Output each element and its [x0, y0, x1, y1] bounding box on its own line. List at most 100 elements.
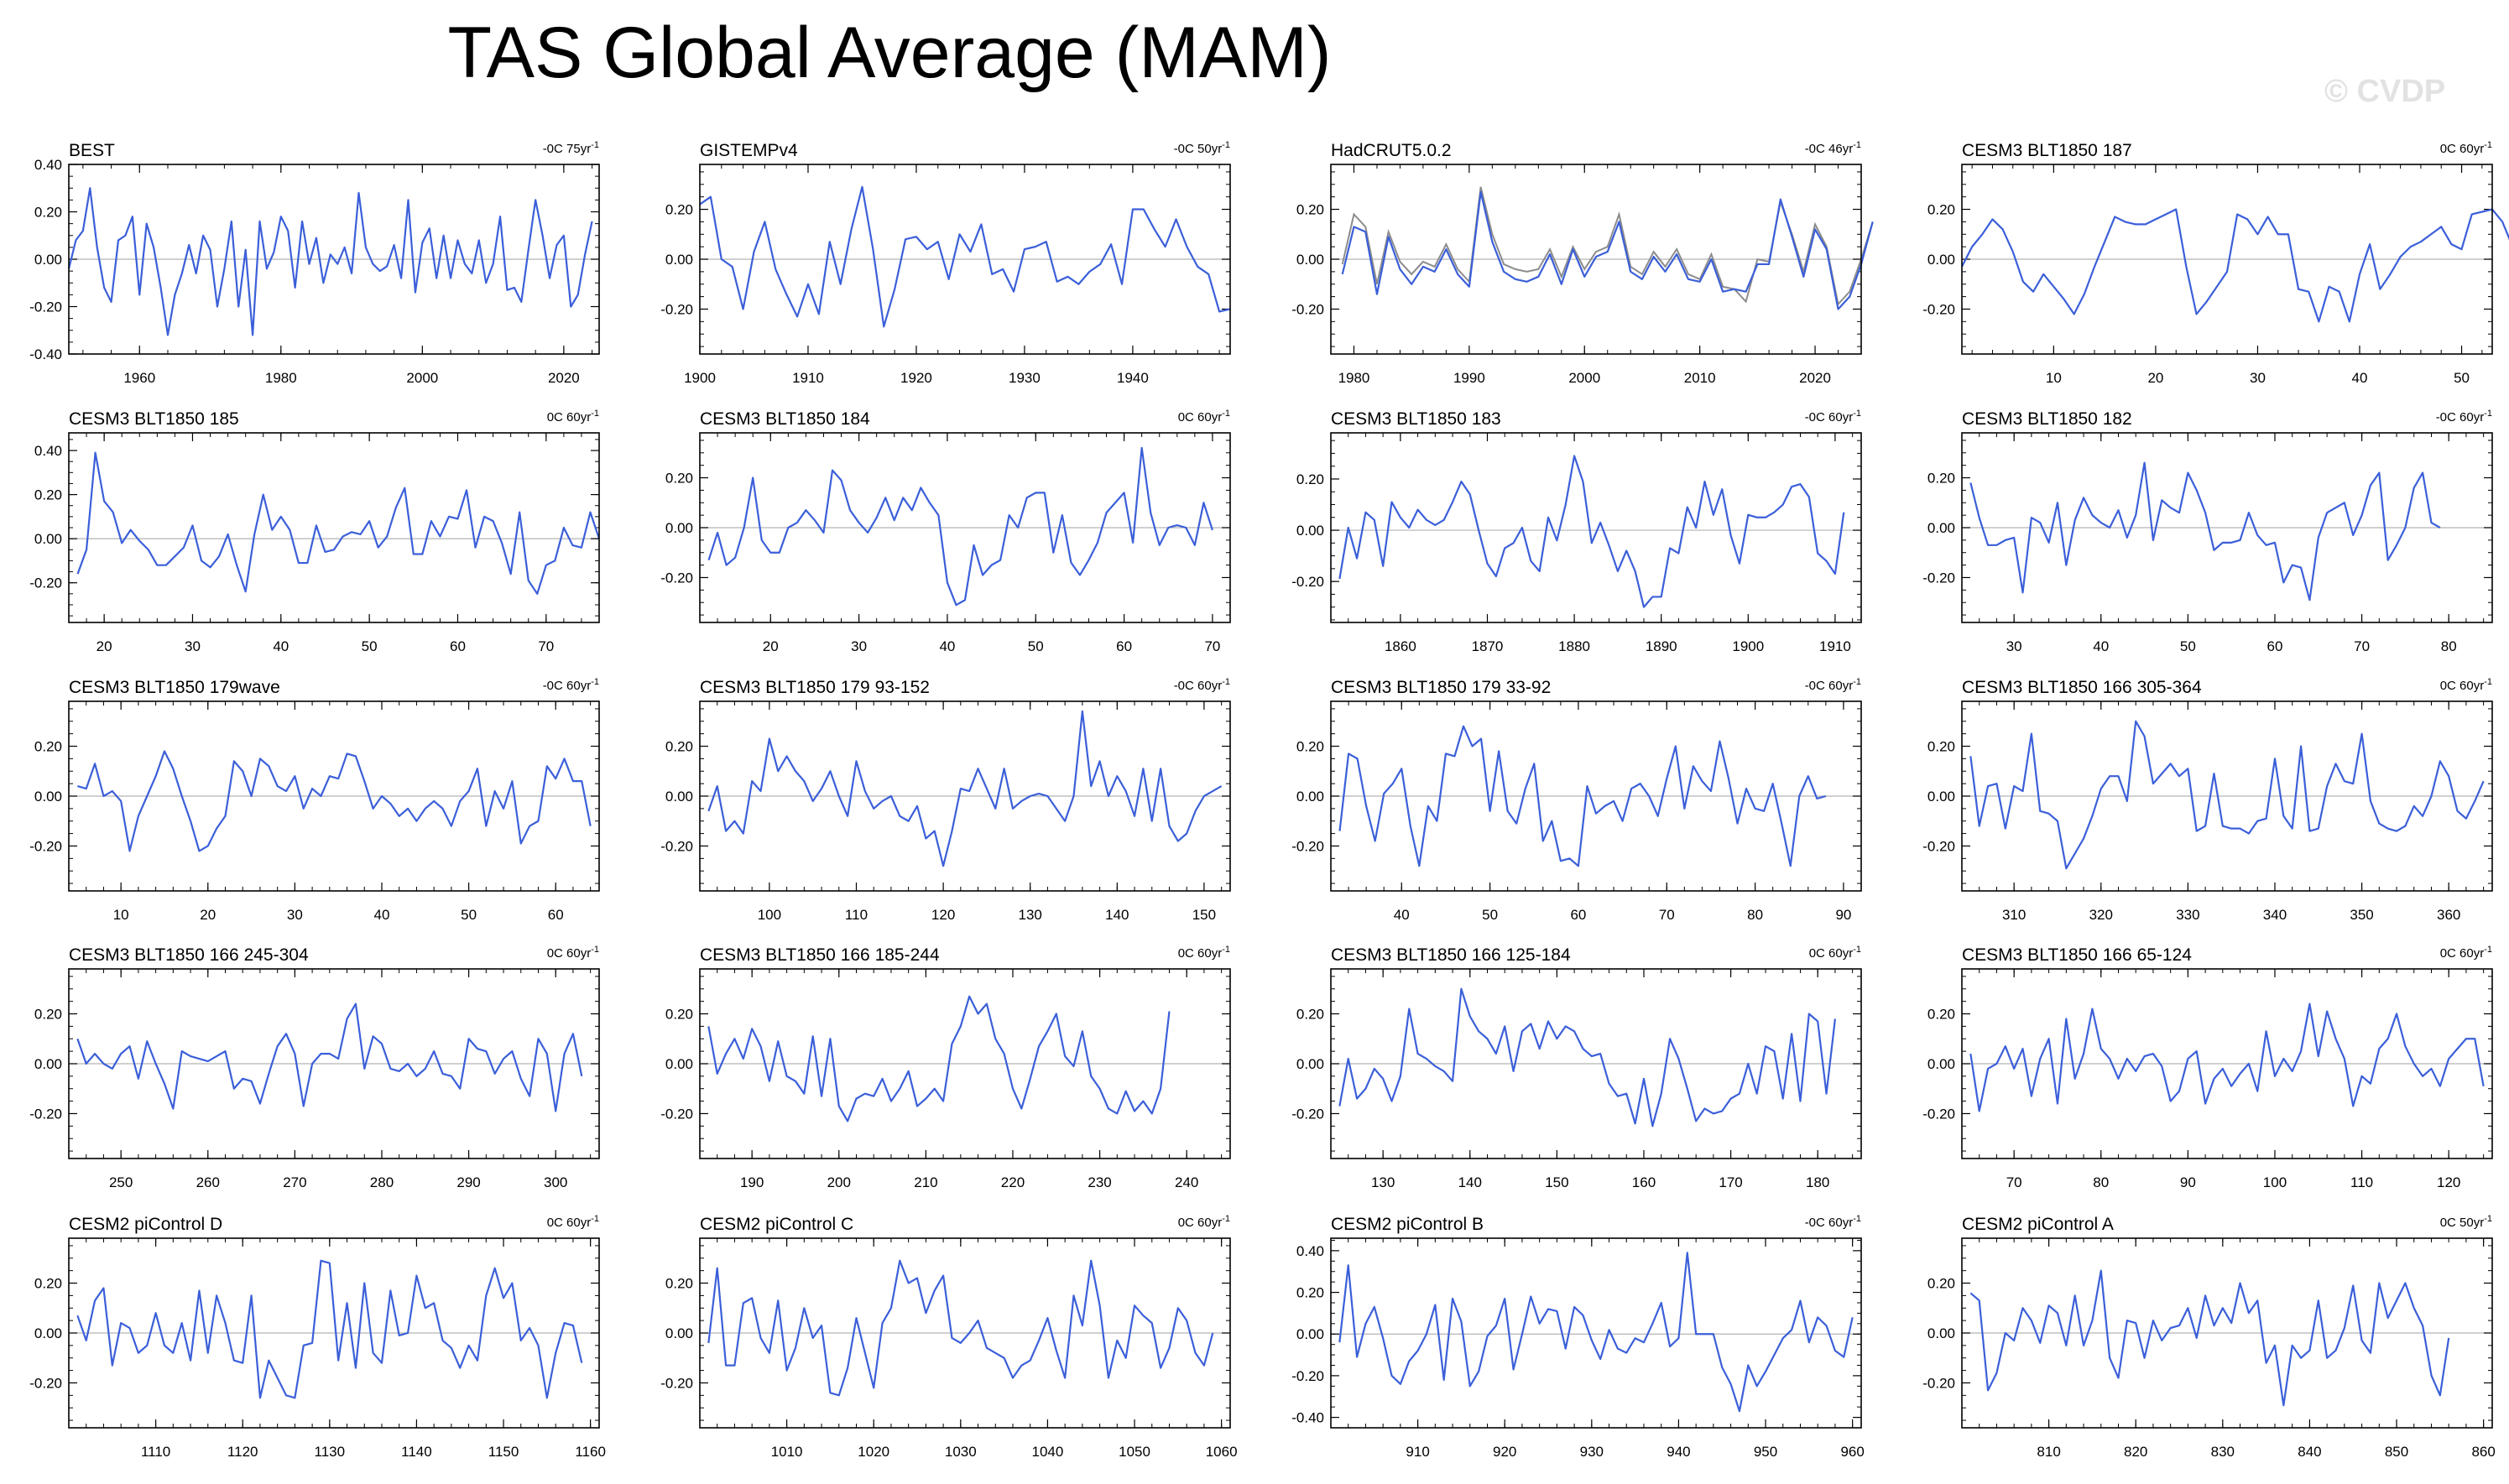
y-tick-label: 0.00: [1927, 252, 1955, 268]
x-tick-label: 1130: [315, 1444, 346, 1460]
series-line: [1338, 987, 1837, 1127]
x-tick-label: 1960: [123, 370, 155, 386]
panel-title: BEST: [69, 141, 115, 160]
chart-panel: BEST -0C 75yr-1 -0.40 -0.20 0.00 0.20 0.40 1960…: [29, 140, 600, 386]
trend-text: 0C 60yr: [547, 946, 592, 961]
trend-superscript: -1: [1853, 140, 1861, 150]
trend-label: -0C 60yr-1: [1805, 1214, 1861, 1230]
trend-superscript: -1: [591, 1214, 599, 1224]
chart-panel: CESM3 BLT1850 166 305-364 0C 60yr-1 -0.20 0…: [1922, 677, 2493, 923]
y-tick-label: 0.00: [34, 252, 62, 268]
x-tick-label: 80: [2093, 1174, 2109, 1190]
y-tick-label: -0.20: [1922, 301, 1955, 317]
panel-title: CESM3 BLT1850 179 93-152: [700, 678, 930, 697]
y-tick-label: 0.20: [34, 1007, 62, 1023]
panel-title: CESM3 BLT1850 184: [700, 409, 870, 429]
x-tick-label: 1980: [265, 370, 297, 386]
x-tick-label: 20: [2147, 370, 2163, 386]
chart-panel: CESM3 BLT1850 184 0C 60yr-1 -0.20 0.00 0.20 2…: [660, 409, 1231, 654]
plot-frame: [1330, 1237, 1862, 1429]
y-tick-label: 0.20: [665, 471, 693, 487]
y-tick-label: 0.20: [665, 202, 693, 218]
trend-label: 0C 60yr-1: [547, 1214, 599, 1230]
x-tick-label: 200: [827, 1174, 851, 1190]
y-tick-label: 0.20: [34, 1276, 62, 1292]
y-tick-label: 0.20: [1296, 1285, 1324, 1301]
trend-superscript: -1: [2484, 677, 2492, 687]
x-tick-label: 300: [544, 1174, 567, 1190]
panel-title: CESM3 BLT1850 166 305-364: [1962, 678, 2202, 697]
x-tick-label: 230: [1088, 1174, 1111, 1190]
y-tick-label: -0.20: [1291, 1106, 1324, 1122]
panel-title: CESM3 BLT1850 187: [1962, 141, 2132, 160]
x-tick-label: 10: [2046, 370, 2062, 386]
plot-frame: [699, 432, 1231, 623]
x-tick-label: 860: [2471, 1444, 2495, 1460]
panel-title: CESM2 piControl A: [1962, 1215, 2114, 1234]
x-tick-label: 2000: [406, 370, 438, 386]
trend-label: -0C 60yr-1: [1174, 677, 1230, 693]
y-tick-label: 0.20: [34, 205, 62, 221]
x-tick-label: 40: [939, 638, 955, 654]
trend-label: 0C 60yr-1: [1178, 1214, 1230, 1230]
trend-label: 0C 60yr-1: [547, 945, 599, 961]
plot-frame: [1961, 164, 2493, 355]
x-tick-label: 340: [2263, 907, 2287, 923]
trend-label: -0C 60yr-1: [1805, 409, 1861, 424]
x-tick-label: 20: [200, 907, 216, 923]
y-tick-label: 0.00: [34, 1056, 62, 1072]
x-tick-label: 1110: [141, 1444, 170, 1460]
y-tick-label: 0.00: [1296, 1056, 1324, 1072]
y-tick-label: 0.00: [665, 789, 693, 804]
x-tick-label: 70: [1204, 638, 1220, 654]
y-tick-label: 0.00: [665, 1056, 693, 1072]
x-tick-label: 20: [763, 638, 779, 654]
series-line: [699, 185, 1231, 328]
trend-text: 0C 60yr: [2440, 679, 2485, 693]
plot-frame: [68, 164, 600, 355]
chart-panel: CESM3 BLT1850 166 185-244 0C 60yr-1 -0.20 0…: [660, 945, 1231, 1190]
x-tick-label: 140: [1458, 1174, 1482, 1190]
x-tick-label: 70: [2006, 1174, 2022, 1190]
x-tick-label: 2010: [1684, 370, 1716, 386]
trend-label: -0C 60yr-1: [543, 677, 599, 693]
y-tick-label: -0.20: [660, 1375, 693, 1391]
trend-text: 0C 60yr: [547, 1216, 592, 1230]
y-tick-label: 0.00: [1296, 523, 1324, 539]
chart-panel: CESM2 piControl A 0C 50yr-1 -0.20 0.00 0.20 8…: [1922, 1214, 2496, 1460]
x-tick-label: 50: [362, 638, 378, 654]
x-tick-label: 840: [2298, 1444, 2321, 1460]
x-tick-label: 80: [1747, 907, 1763, 923]
y-tick-label: -0.20: [1291, 838, 1324, 854]
x-tick-label: 120: [931, 907, 955, 923]
y-tick-label: 0.00: [665, 1325, 693, 1341]
series-line: [76, 1002, 583, 1112]
plot-frame: [1330, 432, 1862, 623]
trend-text: 0C 60yr: [1178, 410, 1223, 424]
x-tick-label: 920: [1493, 1444, 1516, 1460]
y-tick-label: 0.00: [665, 520, 693, 536]
x-tick-label: 820: [2124, 1444, 2147, 1460]
plot-frame: [1961, 432, 2493, 623]
y-tick-label: -0.20: [1922, 1375, 1955, 1391]
x-tick-label: 350: [2350, 907, 2373, 923]
series-line: [1969, 461, 2441, 601]
x-tick-label: 60: [1570, 907, 1586, 923]
y-tick-label: -0.20: [660, 1106, 693, 1122]
x-tick-label: 70: [538, 638, 554, 654]
y-tick-label: 0.00: [1927, 520, 1955, 536]
trend-text: -0C 60yr: [1174, 679, 1223, 693]
series-line: [76, 451, 601, 595]
y-tick-label: 0.20: [1927, 1007, 1955, 1023]
y-tick-label: 0.40: [34, 443, 62, 459]
x-tick-label: 1890: [1646, 638, 1677, 654]
y-tick-label: 0.20: [665, 1007, 693, 1023]
panel-title: CESM3 BLT1850 179wave: [69, 678, 280, 697]
x-tick-label: 280: [370, 1174, 394, 1190]
panel-title: CESM3 BLT1850 185: [69, 409, 239, 429]
x-tick-label: 180: [1806, 1174, 1829, 1190]
x-tick-label: 120: [2437, 1174, 2460, 1190]
plot-frame: [68, 432, 600, 623]
x-tick-label: 30: [185, 638, 201, 654]
series-line: [67, 187, 593, 336]
